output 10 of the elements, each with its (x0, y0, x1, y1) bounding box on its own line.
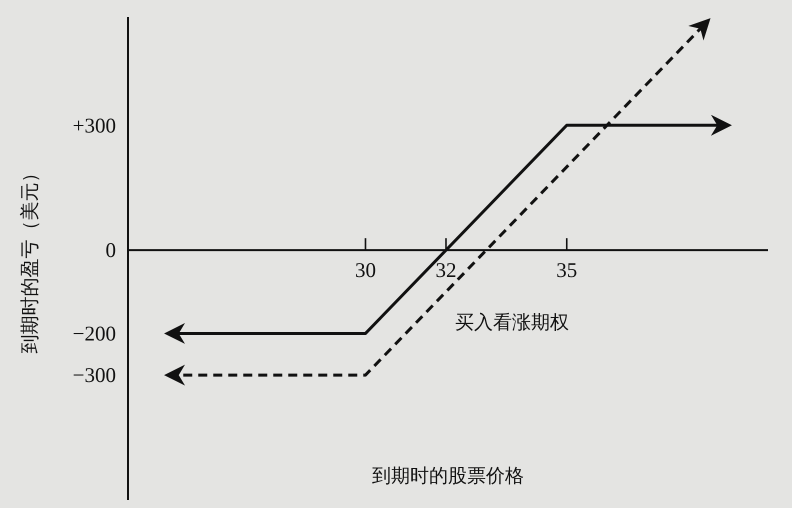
x-tick-label: 32 (435, 258, 456, 282)
x-tick-label: 30 (354, 258, 376, 282)
y-tick-label: 0 (106, 238, 116, 262)
y-tick-label: +300 (72, 113, 116, 138)
x-axis-title: 到期时的股票价格 (372, 466, 524, 487)
y-axis-title: 到期时的盈亏（美元） (19, 164, 41, 354)
y-tick-label: −200 (72, 321, 116, 346)
x-tick-label: 35 (556, 258, 578, 282)
annotation: 买入看涨期权 (455, 312, 569, 334)
y-tick-label: −300 (72, 363, 116, 388)
